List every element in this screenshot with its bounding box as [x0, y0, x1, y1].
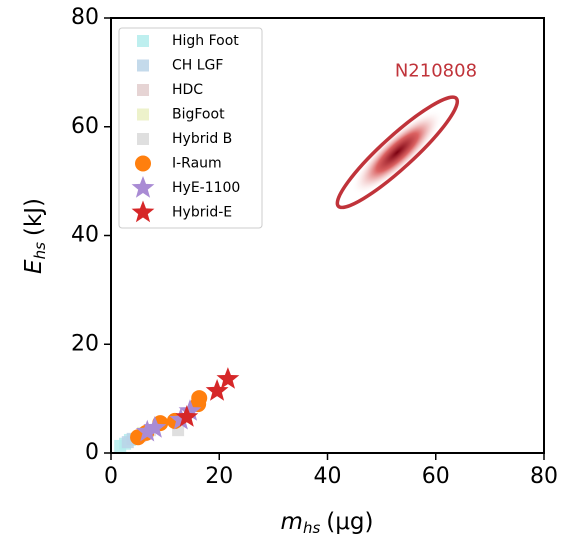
square-marker [137, 59, 149, 72]
legend: High Foot CH LGF HDC BigFoot Hybrid B I-Raum H… [118, 27, 263, 229]
square-marker [137, 133, 149, 145]
star-marker [143, 416, 167, 438]
y-axis-label: Ehs (kJ) [21, 198, 49, 274]
square-marker [137, 84, 149, 96]
x-axis-label: mhs (μg) [281, 509, 374, 537]
y-tick-label: 0 [85, 440, 99, 465]
legend-label: HDC [172, 82, 203, 98]
contour-ellipse [335, 95, 460, 210]
x-tick-label: 80 [530, 464, 558, 489]
legend-label: Hybrid B [172, 131, 232, 147]
y-tick-label: 80 [71, 5, 99, 30]
x-tick-label: 20 [205, 464, 233, 489]
y-tick-label: 20 [71, 331, 99, 356]
contour-label: N210808 [395, 60, 477, 81]
x-tick-label: 60 [422, 464, 450, 489]
circle-marker [135, 155, 151, 172]
legend-label: BigFoot [172, 107, 225, 123]
density [351, 110, 444, 195]
x-tick-label: 40 [314, 464, 342, 489]
square-marker [137, 35, 149, 47]
star-marker [216, 367, 240, 389]
star-marker [131, 200, 155, 223]
legend-label: High Foot [172, 33, 239, 49]
legend-label: HyE-1100 [172, 180, 240, 196]
square-marker [137, 108, 149, 121]
y-label-unit: (kJ) [21, 198, 47, 236]
y-label-symbol: E [21, 259, 47, 274]
y-tick-label: 60 [71, 114, 99, 139]
y-tick-label: 40 [71, 223, 99, 248]
star-marker [135, 419, 159, 442]
x-tick-label: 0 [104, 464, 118, 489]
circle-marker [191, 390, 208, 407]
star-marker [175, 405, 199, 427]
star-marker [169, 407, 193, 430]
legend-label: Hybrid-E [172, 205, 232, 221]
star-marker [205, 379, 229, 401]
legend-label: CH LGF [172, 58, 223, 74]
star-marker [131, 176, 155, 198]
x-label-subscript: hs [303, 519, 321, 537]
y-label-subscript: hs [31, 242, 49, 260]
legend-box [118, 27, 263, 229]
star-marker [178, 399, 202, 421]
x-label-unit: (μg) [326, 509, 373, 535]
legend-label: I-Raum [172, 156, 222, 172]
x-label-symbol: m [281, 509, 303, 535]
